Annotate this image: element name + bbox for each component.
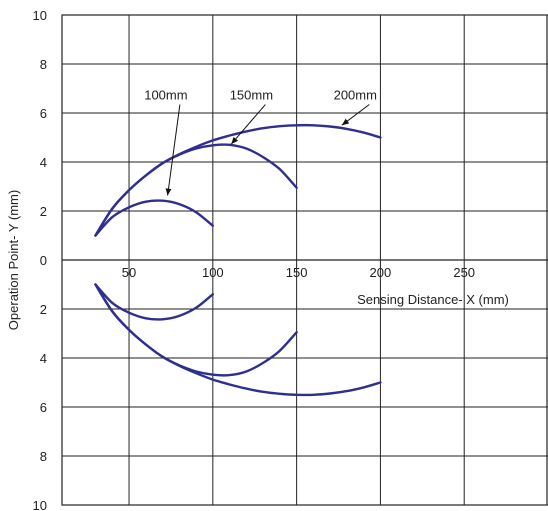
y-tick-label: 4 [40, 155, 47, 170]
grid [61, 14, 548, 506]
series-label-200mm: 200mm [334, 88, 377, 103]
x-tick-label: 100 [202, 265, 224, 280]
series-curves [94, 123, 382, 397]
series-leader-200mm [341, 104, 370, 126]
y-tick-label: 8 [40, 449, 47, 464]
x-tick-label: 250 [453, 265, 475, 280]
y-axis-label: Operation Point- Y (mm) [6, 190, 21, 330]
y-tick-label: 0 [40, 253, 47, 268]
series-labels: 100mm 150mm 200mm [144, 88, 377, 196]
curve-200mm-upper [94, 123, 382, 237]
y-tick-label: 2 [40, 302, 47, 317]
tick-labels: 10 8 6 4 2 0 2 4 6 8 10 50 100 150 200 250 [33, 8, 476, 511]
y-tick-label: 10 [33, 8, 47, 23]
y-tick-label: 6 [40, 400, 47, 415]
y-tick-label: 2 [40, 204, 47, 219]
y-tick-label: 6 [40, 106, 47, 121]
x-tick-label: 200 [370, 265, 392, 280]
curve-200mm-lower [94, 283, 382, 397]
x-tick-label: 150 [286, 265, 308, 280]
series-label-100mm: 100mm [144, 88, 187, 103]
y-tick-label: 4 [40, 351, 47, 366]
x-tick-label: 50 [122, 265, 136, 280]
y-tick-label: 10 [33, 498, 47, 511]
curve-150mm-lower [94, 283, 298, 377]
curve-100mm-upper [94, 199, 214, 237]
series-label-150mm: 150mm [230, 88, 273, 103]
y-tick-label: 8 [40, 57, 47, 72]
series-leader-100mm [165, 104, 181, 196]
series-leader-150mm [230, 104, 266, 145]
x-axis-label: Sensing Distance- X (mm) [357, 292, 509, 307]
curve-100mm-lower [94, 283, 214, 321]
curve-150mm-upper [94, 143, 298, 237]
